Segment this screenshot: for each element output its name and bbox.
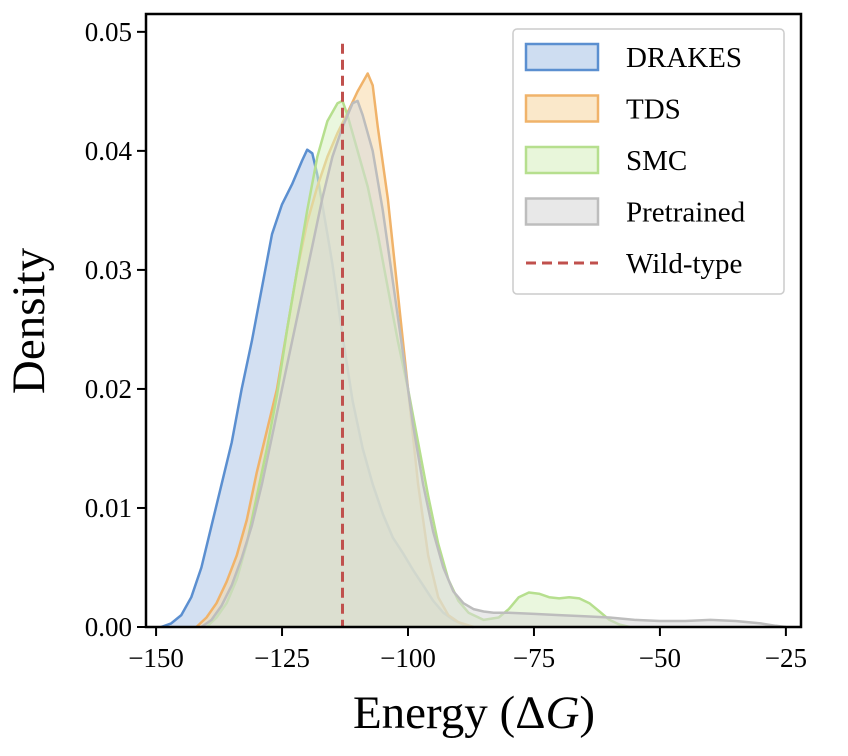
y-tick-label: 0.00 [85, 612, 132, 642]
x-axis-title-delta: Δ [515, 687, 545, 739]
x-axis-title-prefix: Energy ( [353, 687, 515, 739]
y-tick-label: 0.05 [85, 17, 132, 47]
y-axis-title: Density [3, 247, 55, 394]
x-axis-title-suffix: ) [579, 687, 595, 739]
series-area-pretrained [201, 100, 786, 627]
legend-label-smc: SMC [626, 145, 687, 177]
legend-items: DRAKES TDS SMC Pretrained Wild-type [524, 42, 746, 280]
x-axis-title-variable: G [545, 687, 579, 739]
legend-swatch-tds [524, 94, 600, 123]
legend-label-drakes: DRAKES [626, 42, 742, 74]
y-tick-label: 0.03 [85, 255, 132, 285]
x-tick-label: −100 [380, 643, 436, 673]
y-axis-ticks: 0.00 0.01 0.02 0.03 0.04 0.05 [85, 17, 146, 642]
legend-label-tds: TDS [626, 94, 681, 126]
x-axis-title: Energy (ΔG) [353, 687, 595, 739]
legend-swatch-drakes [524, 42, 600, 72]
legend-label-wild-type: Wild-type [626, 248, 742, 280]
x-tick-label: −125 [254, 643, 310, 673]
series-line-pretrained [200, 99, 787, 629]
legend-swatch-smc [524, 145, 600, 175]
y-tick-label: 0.04 [85, 136, 133, 166]
plot-area-frame [144, 12, 803, 629]
x-tick-label: −150 [128, 643, 184, 673]
y-tick-label: 0.01 [85, 493, 132, 523]
x-tick-label: −25 [765, 643, 807, 673]
series-layer [160, 72, 787, 629]
x-axis-ticks: −150 −125 −100 −75 −50 −25 [128, 627, 807, 673]
x-tick-label: −50 [639, 643, 681, 673]
legend-swatch-pretrained [524, 197, 600, 226]
y-tick-label: 0.02 [85, 374, 132, 404]
x-tick-label: −75 [513, 643, 555, 673]
legend-label-pretrained: Pretrained [626, 197, 746, 229]
legend: DRAKES TDS SMC Pretrained Wild-type [512, 28, 785, 295]
